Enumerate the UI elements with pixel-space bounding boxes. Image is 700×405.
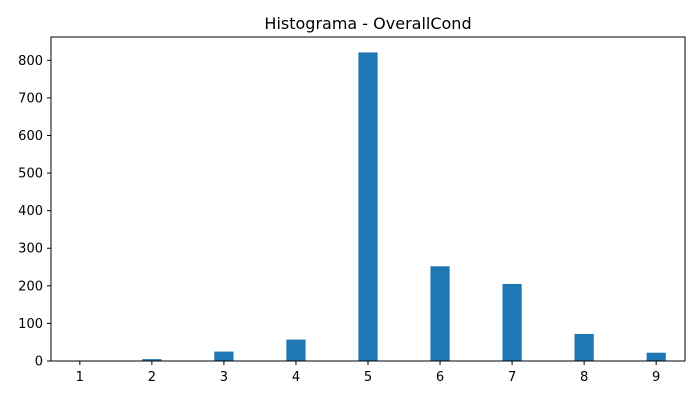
y-tick-label: 700: [18, 91, 43, 106]
x-axis: 1 2 3 4 5 6 7 8 9: [76, 361, 661, 385]
x-tick-label: 9: [652, 370, 660, 385]
x-tick-label: 5: [364, 370, 372, 385]
bar-5: [358, 52, 377, 361]
y-tick-label: 600: [18, 129, 43, 144]
bar-4: [286, 340, 305, 361]
y-tick-label: 800: [18, 54, 43, 69]
bar-9: [647, 353, 666, 361]
x-tick-label: 8: [580, 370, 588, 385]
x-tick-label: 7: [508, 370, 516, 385]
y-tick-label: 200: [18, 279, 43, 294]
y-axis: 0 100 200 300 400 500 600 700 800: [18, 54, 51, 370]
bar-3: [214, 352, 233, 361]
chart-title: Histograma - OverallCond: [264, 14, 471, 33]
x-tick-label: 3: [220, 370, 228, 385]
y-tick-label: 100: [18, 317, 43, 332]
bar-6: [430, 266, 449, 361]
bars-group: [70, 52, 666, 361]
bar-8: [575, 334, 594, 361]
y-tick-label: 400: [18, 204, 43, 219]
bar-7: [502, 284, 521, 361]
x-tick-label: 1: [76, 370, 84, 385]
x-tick-label: 6: [436, 370, 444, 385]
x-tick-label: 2: [148, 370, 156, 385]
y-tick-label: 500: [18, 167, 43, 182]
x-tick-label: 4: [292, 370, 300, 385]
y-tick-label: 300: [18, 242, 43, 257]
y-tick-label: 0: [35, 355, 43, 370]
